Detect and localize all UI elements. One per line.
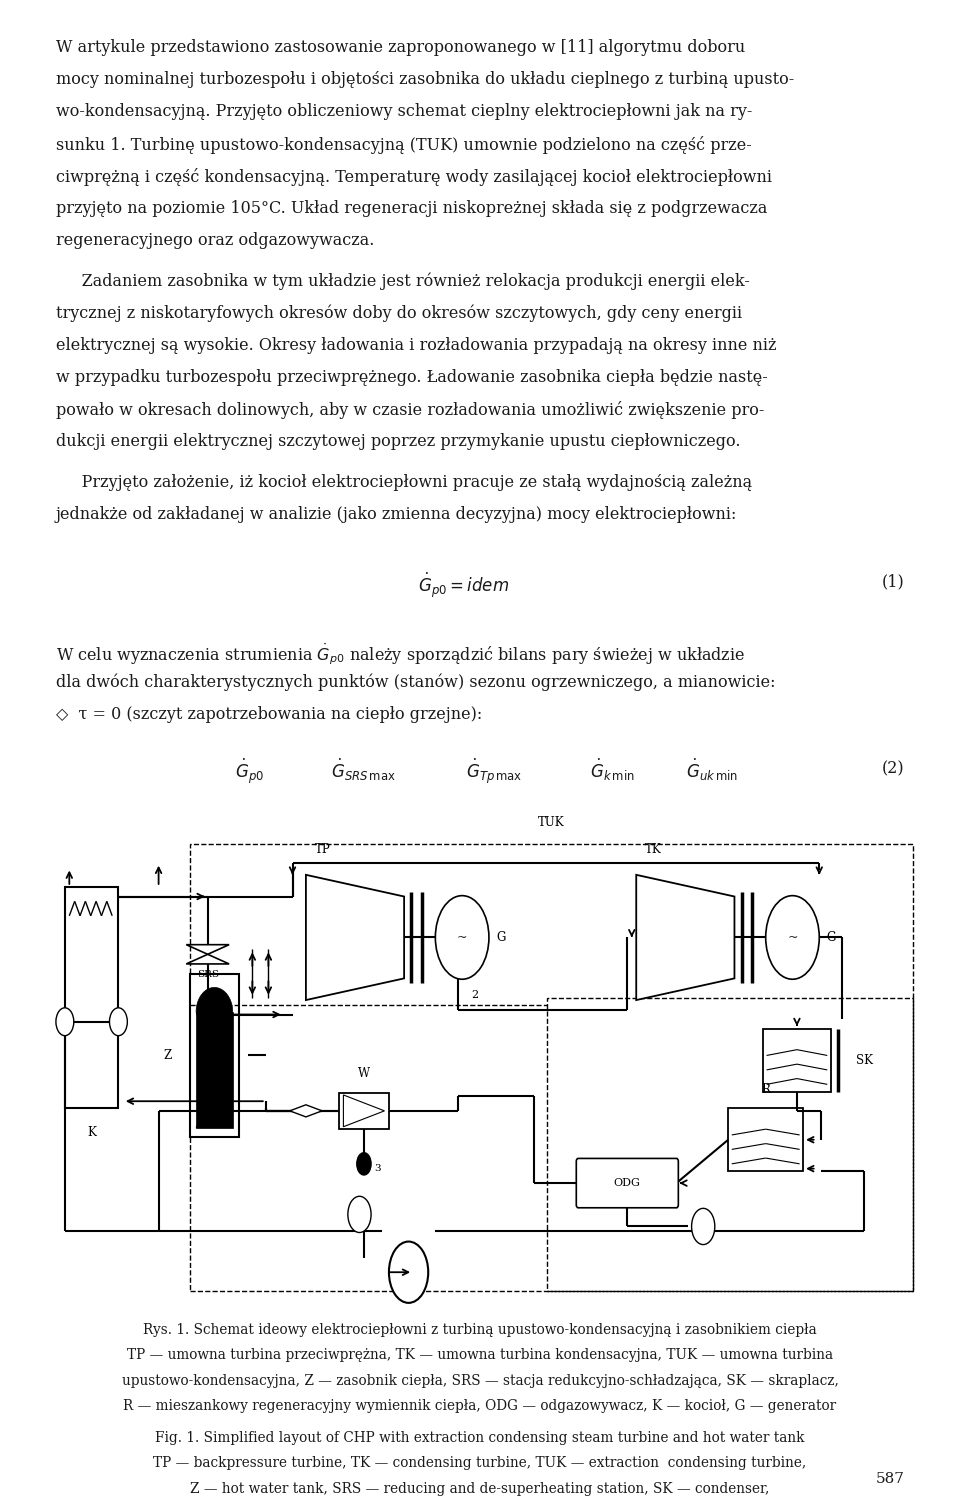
Text: trycznej z niskotaryfowych okresów doby do okresów szczytowych, gdy ceny energii: trycznej z niskotaryfowych okresów doby … [56, 304, 742, 322]
Text: W celu wyznaczenia strumienia $\dot{G}_{p0}$ należy sporządzić bilans pary śwież: W celu wyznaczenia strumienia $\dot{G}_{… [56, 641, 745, 667]
Circle shape [357, 1152, 372, 1174]
Text: Zadaniem zasobnika w tym układzie jest również relokacja produkcji energii elek-: Zadaniem zasobnika w tym układzie jest r… [56, 273, 750, 291]
Text: dukcji energii elektrycznej szczytowej poprzez przymykanie upustu ciepłowniczego: dukcji energii elektrycznej szczytowej p… [56, 433, 740, 451]
Circle shape [56, 1008, 74, 1035]
Text: SK: SK [856, 1053, 873, 1067]
Text: ◇  τ = 0 (szczyt zapotrzebowania na ciepło grzejne):: ◇ τ = 0 (szczyt zapotrzebowania na ciepł… [56, 706, 482, 722]
Text: R: R [761, 1083, 770, 1095]
Polygon shape [636, 875, 734, 1001]
Text: $\dot{G}_{k\,\mathrm{min}}$: $\dot{G}_{k\,\mathrm{min}}$ [590, 756, 635, 783]
Text: TUK: TUK [539, 816, 564, 828]
Text: wo-kondensacyjną. Przyjęto obliczeniowy schemat cieplny elektrociepłowni jak na : wo-kondensacyjną. Przyjęto obliczeniowy … [56, 103, 752, 120]
Text: (2): (2) [881, 761, 904, 777]
Polygon shape [190, 974, 239, 1137]
Polygon shape [196, 987, 232, 1128]
Text: 2: 2 [471, 990, 478, 1001]
FancyBboxPatch shape [576, 1158, 679, 1207]
Polygon shape [339, 1092, 389, 1129]
Text: ~: ~ [457, 930, 468, 944]
Text: ODG: ODG [613, 1177, 640, 1188]
Circle shape [109, 1008, 128, 1035]
Text: 3: 3 [374, 1164, 381, 1173]
Text: (1): (1) [881, 574, 904, 590]
Text: K: K [87, 1126, 96, 1138]
Text: Rys. 1. Schemat ideowy elektrociepłowni z turbiną upustowo-kondensacyjną i zasob: Rys. 1. Schemat ideowy elektrociepłowni … [143, 1323, 817, 1336]
Circle shape [348, 1197, 372, 1233]
Text: G: G [496, 930, 506, 944]
Text: R — mieszankowy regeneracyjny wymiennik ciepła, ODG — odgazowywacz, K — kocioł, : R — mieszankowy regeneracyjny wymiennik … [124, 1399, 836, 1413]
Text: $\dot{G}_{p0}$: $\dot{G}_{p0}$ [235, 756, 264, 786]
Polygon shape [290, 1106, 322, 1118]
Text: TP: TP [315, 842, 330, 855]
Text: G: G [827, 930, 836, 944]
Text: jednakże od zakładanej w analizie (jako zmienna decyzyjna) mocy elektrociepłowni: jednakże od zakładanej w analizie (jako … [56, 506, 737, 523]
Text: 587: 587 [876, 1473, 904, 1486]
Circle shape [691, 1209, 715, 1245]
Polygon shape [196, 1013, 232, 1128]
Text: Z — hot water tank, SRS — reducing and de-superheating station, SK — condenser,: Z — hot water tank, SRS — reducing and d… [190, 1482, 770, 1495]
Text: $\dot{G}_{SRS\,\mathrm{max}}$: $\dot{G}_{SRS\,\mathrm{max}}$ [331, 756, 396, 783]
Text: w przypadku turbozespołu przeciwprężnego. Ładowanie zasobnika ciepła będzie nast: w przypadku turbozespołu przeciwprężnego… [56, 369, 767, 386]
Text: TK: TK [645, 842, 661, 855]
Text: W artykule przedstawiono zastosowanie zaproponowanego w [11] algorytmu doboru: W artykule przedstawiono zastosowanie za… [56, 39, 745, 55]
Polygon shape [65, 887, 118, 1109]
Text: elektrycznej są wysokie. Okresy ładowania i rozładowania przypadają na okresy in: elektrycznej są wysokie. Okresy ładowani… [56, 337, 777, 354]
Text: Przyjęto założenie, iż kocioł elektrociepłowni pracuje ze stałą wydajnością zale: Przyjęto założenie, iż kocioł elektrocie… [56, 473, 752, 491]
Polygon shape [729, 1109, 804, 1171]
Text: Fig. 1. Simplified layout of CHP with extraction condensing steam turbine and ho: Fig. 1. Simplified layout of CHP with ex… [156, 1431, 804, 1444]
Text: SRS: SRS [197, 969, 219, 978]
Text: dla dwóch charakterystycznych punktów (stanów) sezonu ogrzewniczego, a mianowici: dla dwóch charakterystycznych punktów (s… [56, 674, 775, 691]
Circle shape [389, 1242, 428, 1303]
Text: przyjęto na poziomie 105°C. Układ regeneracji niskopreżnej składa się z podgrzew: przyjęto na poziomie 105°C. Układ regene… [56, 199, 767, 217]
Polygon shape [763, 1029, 830, 1092]
Polygon shape [344, 1095, 384, 1126]
Polygon shape [186, 954, 229, 963]
Circle shape [766, 896, 819, 980]
Text: ciwprężną i część kondensacyjną. Temperaturę wody zasilającej kocioł elektrociep: ciwprężną i część kondensacyjną. Tempera… [56, 168, 772, 186]
Text: $\dot{G}_{uk\,\mathrm{min}}$: $\dot{G}_{uk\,\mathrm{min}}$ [686, 756, 738, 783]
Text: ~: ~ [787, 930, 798, 944]
Text: mocy nominalnej turbozespołu i objętości zasobnika do układu cieplnego z turbiną: mocy nominalnej turbozespołu i objętości… [56, 70, 794, 88]
Text: $\dot{G}_{Tp\,\mathrm{max}}$: $\dot{G}_{Tp\,\mathrm{max}}$ [466, 756, 522, 786]
Polygon shape [306, 875, 404, 1001]
Text: Z: Z [164, 1049, 172, 1062]
Text: powało w okresach dolinowych, aby w czasie rozładowania umożliwić zwiększenie pr: powało w okresach dolinowych, aby w czas… [56, 401, 764, 419]
Text: TP — umowna turbina przeciwprężna, TK — umowna turbina kondensacyjna, TUK — umow: TP — umowna turbina przeciwprężna, TK — … [127, 1348, 833, 1362]
Circle shape [435, 896, 489, 980]
Text: sunku 1. Turbinę upustowo-kondensacyjną (TUK) umownie podzielono na część prze-: sunku 1. Turbinę upustowo-kondensacyjną … [56, 136, 752, 154]
Polygon shape [186, 945, 229, 954]
Text: $\dot{G}_{p0} = idem$: $\dot{G}_{p0} = idem$ [418, 571, 509, 599]
Text: upustowo-kondensacyjna, Z — zasobnik ciepła, SRS — stacja redukcyjno-schładzając: upustowo-kondensacyjna, Z — zasobnik cie… [122, 1374, 838, 1387]
Text: W: W [358, 1067, 370, 1080]
Text: regeneracyjnego oraz odgazowywacza.: regeneracyjnego oraz odgazowywacza. [56, 232, 374, 249]
Text: TP — backpressure turbine, TK — condensing turbine, TUK — extraction  condensing: TP — backpressure turbine, TK — condensi… [154, 1456, 806, 1470]
